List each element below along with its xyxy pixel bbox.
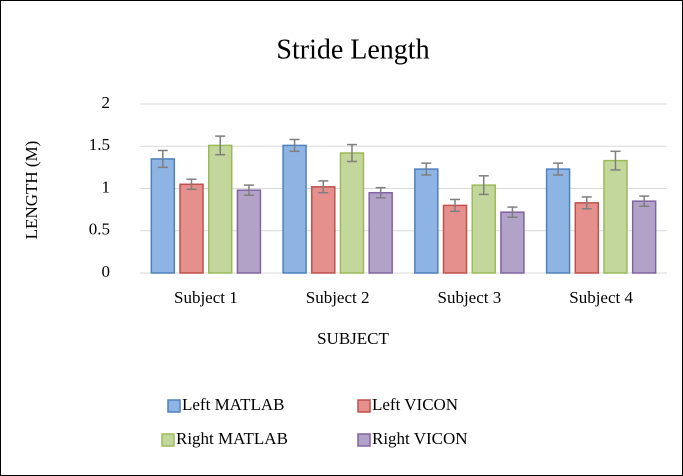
error-bar xyxy=(610,150,621,171)
bar xyxy=(150,158,176,274)
bar xyxy=(311,186,336,274)
bar xyxy=(236,189,262,274)
bar xyxy=(574,202,600,274)
bar xyxy=(603,159,628,274)
bar xyxy=(545,168,571,274)
error-bar xyxy=(450,198,461,213)
bar xyxy=(282,144,307,274)
error-bar xyxy=(186,178,197,191)
x-tick-label: Subject 3 xyxy=(438,288,502,307)
legend-label: Left MATLAB xyxy=(182,395,284,414)
bar xyxy=(471,184,496,274)
error-bar xyxy=(157,149,168,169)
legend-swatch xyxy=(167,399,181,413)
error-bar xyxy=(581,196,592,210)
error-bar xyxy=(375,186,386,199)
error-bar xyxy=(243,184,254,197)
chart-title: Stride Length xyxy=(276,34,429,65)
error-bar xyxy=(289,138,300,153)
bar xyxy=(368,191,393,274)
bar xyxy=(207,144,233,274)
bar xyxy=(339,152,365,274)
bar xyxy=(414,168,439,274)
error-bar xyxy=(318,180,329,194)
bar xyxy=(631,200,657,274)
y-axis-label: LENGTH (M) xyxy=(22,141,41,240)
x-axis-label: SUBJECT xyxy=(317,329,389,348)
y-tick-label: 1.5 xyxy=(89,135,110,154)
x-tick-label: Subject 1 xyxy=(174,288,238,307)
legend-swatch xyxy=(357,433,371,447)
legend-label: Left VICON xyxy=(372,395,458,414)
legend-swatch xyxy=(161,433,175,447)
bar xyxy=(442,204,468,274)
x-tick-label: Subject 4 xyxy=(569,288,633,307)
bar xyxy=(179,183,204,274)
y-tick-label: 2 xyxy=(102,93,111,112)
legend-swatch xyxy=(357,399,371,413)
error-bar xyxy=(639,195,650,207)
y-tick-label: 0 xyxy=(102,262,111,281)
y-tick-label: 1 xyxy=(102,177,111,196)
error-bar xyxy=(507,206,518,218)
error-bar xyxy=(346,143,357,163)
y-tick-label: 0.5 xyxy=(89,220,110,239)
error-bar xyxy=(421,162,432,176)
legend-label: Right MATLAB xyxy=(176,429,288,448)
error-bar xyxy=(215,135,226,156)
legend-label: Right VICON xyxy=(372,429,468,448)
x-tick-label: Subject 2 xyxy=(306,288,370,307)
error-bar xyxy=(478,175,489,196)
error-bar xyxy=(553,162,564,176)
bar xyxy=(500,211,525,274)
